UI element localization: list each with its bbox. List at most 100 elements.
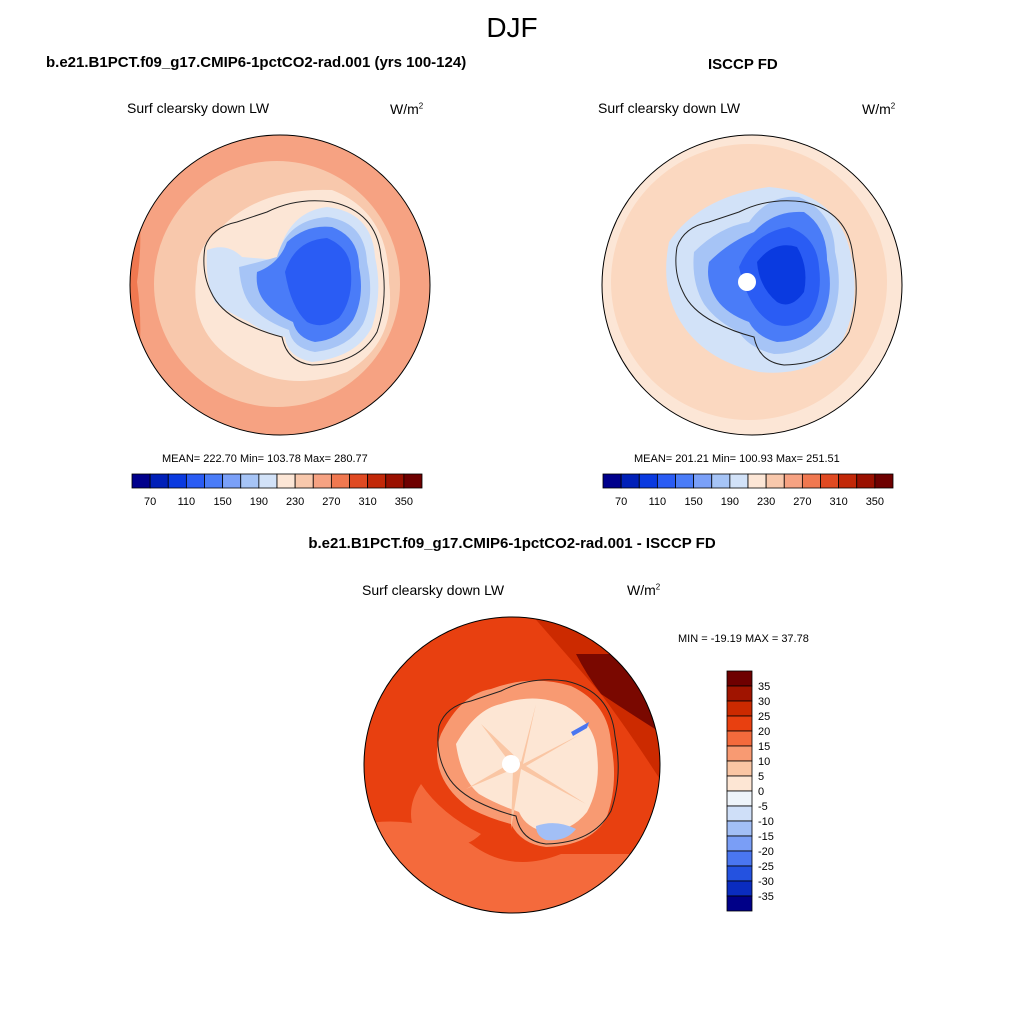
map3-negative-patch [536,823,576,841]
map3-coastline [437,679,619,845]
colorbar-box [726,805,753,822]
panel3-variable-label: Surf clearsky down LW [362,582,505,598]
colorbar-box [783,473,803,489]
colorbar-tick-label: -20 [758,846,774,858]
panel3-map [363,616,661,914]
colorbar-tick-label: 350 [866,496,884,508]
colorbar-1-boxes [131,473,423,489]
colorbar-box [385,473,405,489]
colorbar-1-ticks: 70 110 150 190 230 270 310 350 [144,496,413,508]
panel2-map [601,134,903,436]
colorbar-3: 35 30 25 20 15 10 5 0 -5 -10 -15 -20 -25 -30 -35 [726,670,774,912]
colorbar-box [240,473,260,489]
colorbar-box [294,473,314,489]
colorbar-tick-label: -10 [758,816,774,828]
colorbar-tick-label: 25 [758,711,770,723]
map1-coastline [203,200,385,366]
panel2-units-label: W/m2 [862,101,896,117]
colorbar-box [349,473,369,489]
map3-polar-gap [502,755,520,773]
colorbar-3-ticks: 35 30 25 20 15 10 5 0 -5 -10 -15 -20 -25 -30 -35 [758,681,774,903]
colorbar-tick-label: 70 [144,496,156,508]
colorbar-box [726,700,753,717]
colorbar-box [765,473,785,489]
colorbar-2: 70 110 150 190 230 270 310 350 [602,473,894,508]
colorbar-box [222,473,242,489]
colorbar-box [312,473,332,489]
map3-west-patch [411,784,481,848]
panel1-title: b.e21.B1PCT.f09_g17.CMIP6-1pctCO2-rad.00… [46,54,467,71]
colorbar-tick-label: 150 [684,496,702,508]
colorbar-1: 70 110 150 190 230 270 310 350 [131,473,423,508]
colorbar-box [638,473,658,489]
colorbar-tick-label: -25 [758,861,774,873]
colorbar-tick-label: 30 [758,696,770,708]
colorbar-box [693,473,713,489]
colorbar-tick-label: -30 [758,876,774,888]
colorbar-tick-label: 190 [721,496,739,508]
colorbar-box [656,473,676,489]
colorbar-box [726,745,753,762]
colorbar-tick-label: 70 [615,496,627,508]
panel1-units-label: W/m2 [390,101,424,117]
colorbar-box [729,473,749,489]
panel1-variable-label: Surf clearsky down LW [127,100,270,116]
colorbar-box [185,473,205,489]
colorbar-box [149,473,169,489]
colorbar-tick-label: 0 [758,786,764,798]
colorbar-tick-label: 110 [649,496,667,508]
season-title: DJF [486,12,538,43]
colorbar-tick-label: 150 [213,496,231,508]
colorbar-box [403,473,423,489]
colorbar-box [367,473,387,489]
map3-radial-streaks [466,704,586,829]
colorbar-box [726,850,753,867]
colorbar-box [747,473,767,489]
colorbar-3-boxes [726,670,753,912]
colorbar-tick-label: 10 [758,756,770,768]
colorbar-tick-label: 230 [286,496,304,508]
panel2-variable-label: Surf clearsky down LW [598,100,741,116]
colorbar-box [726,715,753,732]
colorbar-box [711,473,731,489]
colorbar-tick-label: 230 [757,496,775,508]
map1-boundary [129,134,431,436]
colorbar-box [726,790,753,807]
colorbar-tick-label: 35 [758,681,770,693]
panel1-stats: MEAN= 222.70 Min= 103.78 Max= 280.77 [162,453,368,465]
map3-boundary [363,616,661,914]
colorbar-box [204,473,224,489]
panel3-units-label: W/m2 [627,582,661,598]
colorbar-tick-label: -5 [758,801,768,813]
map2-polar-gap [738,273,756,291]
colorbar-tick-label: 270 [793,496,811,508]
colorbar-box [258,473,278,489]
colorbar-box [131,473,151,489]
colorbar-tick-label: -15 [758,831,774,843]
map2-boundary [601,134,903,436]
colorbar-box [726,685,753,702]
panel2-title: ISCCP FD [708,56,778,73]
colorbar-box [801,473,821,489]
colorbar-box [602,473,622,489]
colorbar-tick-label: 20 [758,726,770,738]
colorbar-box [726,865,753,882]
colorbar-2-boxes [602,473,894,489]
colorbar-tick-label: 270 [322,496,340,508]
colorbar-box [726,730,753,747]
colorbar-box [620,473,640,489]
colorbar-tick-label: -35 [758,891,774,903]
colorbar-box [726,880,753,897]
colorbar-box [820,473,840,489]
colorbar-2-ticks: 70 110 150 190 230 270 310 350 [615,496,884,508]
colorbar-tick-label: 310 [829,496,847,508]
colorbar-tick-label: 190 [250,496,268,508]
colorbar-box [856,473,876,489]
map3-negative-streak [571,722,589,736]
colorbar-box [726,760,753,777]
colorbar-tick-label: 350 [395,496,413,508]
colorbar-tick-label: 110 [178,496,196,508]
colorbar-box [726,670,753,687]
colorbar-tick-label: 5 [758,771,764,783]
colorbar-box [726,775,753,792]
